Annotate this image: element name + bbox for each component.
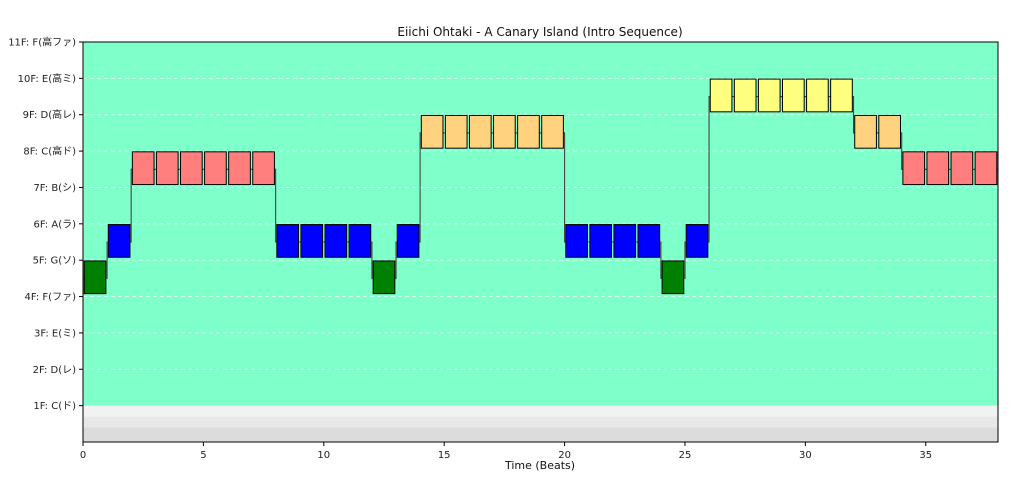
floor-band-shade-1 (83, 405, 998, 417)
note-block-24 (637, 224, 661, 258)
y-tick-label-8: 8F: C(高ド) (23, 145, 76, 158)
floor-band-shade-3 (83, 427, 998, 442)
note-block-35 (902, 151, 926, 186)
note-block-22 (589, 224, 613, 258)
note-block-33 (854, 114, 877, 149)
gridlines (83, 77, 998, 370)
note-block-11 (324, 224, 348, 258)
note-block-34 (878, 114, 901, 149)
floor-band-shade-2 (83, 416, 998, 428)
note-block-20 (541, 114, 564, 149)
x-axis-label: Time (Beats) (504, 459, 575, 472)
y-tick-label-9: 9F: D(高レ) (23, 108, 76, 121)
note-block-29 (757, 78, 781, 113)
plot-frame (82, 41, 999, 443)
y-tick-label-11: 11F: F(高ファ) (8, 36, 76, 49)
note-block-10 (300, 224, 324, 258)
note-block-23 (613, 224, 637, 258)
note-block-2 (107, 224, 131, 258)
note-block-6 (204, 151, 227, 186)
x-tick-label-3: 10 (317, 450, 330, 461)
note-block-7 (228, 151, 251, 186)
y-tick-label-6: 6F: A(ラ) (33, 218, 76, 230)
note-block-9 (276, 224, 300, 258)
note-block-13 (372, 260, 396, 295)
note-block-25 (661, 260, 685, 295)
x-tick-label-7: 30 (799, 450, 812, 461)
x-tick-label-8: 35 (919, 450, 932, 461)
note-block-28 (733, 78, 757, 113)
note-block-18 (493, 114, 516, 149)
note-block-30 (781, 78, 805, 113)
y-tick-label-10: 10F: E(高ミ) (18, 72, 76, 85)
note-block-1 (83, 260, 107, 295)
note-block-8 (252, 151, 275, 186)
note-block-27 (709, 78, 733, 113)
y-tick-label-5: 5F: G(ソ) (33, 256, 77, 267)
axes: 1F: C(ド) 2F: D(レ) 3F: E(ミ) 4F: F(ファ) 5F: G(ソ… (8, 36, 999, 461)
note-block-36 (926, 151, 950, 186)
chart-title: Eiichi Ohtaki - A Canary Island (Intro S… (397, 25, 682, 39)
note-blocks (83, 78, 998, 295)
x-tick-label-1: 0 (80, 450, 86, 461)
note-block-5 (180, 151, 203, 186)
note-block-21 (565, 224, 588, 258)
note-block-16 (444, 114, 468, 149)
note-block-37 (950, 151, 974, 186)
note-block-38 (974, 151, 998, 186)
note-block-4 (155, 151, 179, 186)
note-block-26 (685, 224, 709, 258)
note-block-17 (468, 114, 492, 149)
note-block-15 (420, 114, 444, 149)
x-tick-label-4: 15 (438, 450, 451, 461)
plot-background (83, 42, 998, 442)
note-block-12 (348, 224, 372, 258)
x-tick-label-6: 25 (679, 450, 692, 461)
y-tick-label-1: 1F: C(ド) (33, 401, 76, 412)
y-tick-label-2: 2F: D(レ) (33, 365, 76, 376)
y-tick-label-4: 4F: F(ファ) (25, 292, 77, 303)
note-block-19 (517, 114, 540, 149)
note-block-32 (830, 78, 853, 113)
x-tick-label-2: 5 (200, 450, 206, 461)
y-tick-label-3: 3F: E(ミ) (34, 328, 76, 339)
note-block-14 (396, 224, 420, 258)
note-block-31 (806, 78, 829, 113)
x-tick-label-5: 20 (558, 450, 571, 461)
note-block-3 (131, 151, 155, 186)
y-tick-label-7: 7F: B(シ) (33, 183, 76, 194)
